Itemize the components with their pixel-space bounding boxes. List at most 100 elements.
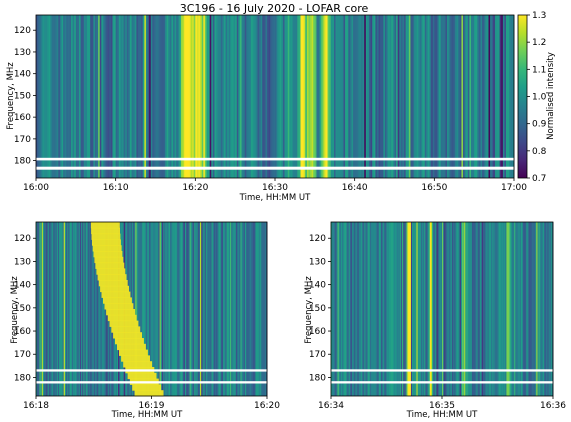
- spectrogram-column: [236, 15, 239, 178]
- spectrogram-column: [134, 15, 137, 178]
- spectrogram-column: [345, 15, 348, 178]
- spectrogram-column: [166, 222, 169, 396]
- spectrogram-column: [319, 15, 322, 178]
- spectrogram-column: [68, 222, 70, 396]
- burst-band-segment: [107, 314, 137, 322]
- spectrogram-column: [392, 15, 395, 178]
- spectrogram-column: [196, 15, 199, 178]
- zoom-1-x-label: Time, HH:MM UT: [111, 410, 183, 420]
- spectrogram-column: [298, 15, 301, 178]
- spectrogram-column: [308, 15, 311, 178]
- spectrogram-column: [418, 15, 421, 178]
- spectrogram-column: [547, 222, 549, 396]
- spectrogram-column: [101, 15, 104, 178]
- spectrogram-column: [470, 15, 473, 178]
- spectrogram-column: [457, 222, 460, 396]
- zoom-2-y-ticks: 120 130 140 150 160 170 180: [309, 234, 331, 383]
- spectrogram-column: [368, 222, 371, 396]
- spectrogram-column: [154, 222, 157, 396]
- spectrogram-column: [505, 222, 507, 396]
- spectrogram-column: [36, 15, 38, 178]
- spectrogram-column: [436, 222, 438, 396]
- spectrogram-column: [545, 222, 547, 396]
- spectrogram-column: [144, 15, 147, 178]
- spectrogram-column: [268, 15, 271, 178]
- y-tick-label: 120: [309, 234, 326, 244]
- spectrogram-column: [473, 222, 475, 396]
- spectrogram-column: [468, 222, 471, 396]
- spectrogram-column: [357, 222, 360, 396]
- x-tick-label: 16:36: [540, 401, 566, 411]
- spectrogram-column: [247, 15, 250, 178]
- spectrogram-column: [415, 15, 418, 178]
- spectrogram-column: [388, 222, 391, 396]
- spectrogram-column: [389, 222, 392, 396]
- spectrogram-column: [263, 15, 266, 178]
- spectrogram-column: [168, 222, 171, 396]
- spectrogram-column: [393, 222, 395, 396]
- spectrogram-column: [138, 222, 141, 396]
- spectrogram-column: [215, 222, 217, 396]
- spectrogram-column: [509, 15, 512, 178]
- spectrogram-column: [180, 222, 182, 396]
- spectrogram-column: [225, 222, 227, 396]
- spectrogram-column: [529, 222, 532, 396]
- spectrogram-column: [463, 222, 465, 396]
- burst-band-segment: [95, 262, 125, 269]
- spectrogram-column: [145, 222, 148, 396]
- spectrogram-column: [213, 222, 216, 396]
- spectrogram-column: [413, 222, 415, 396]
- y-tick-label: 170: [14, 135, 31, 145]
- spectrogram-column: [332, 15, 335, 178]
- burst-band-segment: [90, 222, 120, 229]
- spectrogram-column: [125, 15, 128, 178]
- spectrogram-column: [502, 15, 505, 178]
- spectrogram-column: [513, 222, 515, 396]
- spectrogram-column: [85, 222, 88, 396]
- spectrogram-column: [176, 15, 179, 178]
- spectrogram-column: [335, 15, 338, 178]
- spectrogram-column: [405, 15, 408, 178]
- spectrogram-column: [516, 222, 518, 396]
- spectrogram-column: [139, 222, 142, 396]
- spectrogram-column: [310, 15, 313, 178]
- zoom-2-spectrogram: [331, 222, 554, 396]
- spectrogram-column: [100, 222, 103, 396]
- spectrogram-column: [56, 222, 59, 396]
- y-tick-label: 180: [14, 157, 31, 167]
- spectrogram-column: [539, 222, 542, 396]
- spectrogram-column: [208, 222, 210, 396]
- spectrogram-column: [114, 15, 117, 178]
- spectrogram-column: [409, 222, 412, 396]
- spectrogram-column: [334, 222, 336, 396]
- spectrogram-column: [260, 222, 262, 396]
- spectrogram-column: [499, 15, 502, 178]
- spectrogram-column: [381, 15, 384, 178]
- spectrogram-column: [83, 15, 86, 178]
- y-tick-label: 120: [14, 26, 31, 36]
- spectrogram-column: [133, 15, 136, 178]
- spectrogram-column: [193, 222, 195, 396]
- spectrogram-column: [37, 15, 40, 178]
- spectrogram-column: [169, 222, 172, 396]
- spectrogram-column: [385, 222, 387, 396]
- spectrogram-column: [442, 222, 444, 396]
- spectrogram-column: [464, 222, 466, 396]
- spectrogram-column: [430, 222, 433, 396]
- spectrogram-column: [478, 15, 481, 178]
- spectrogram-column: [321, 15, 324, 178]
- spectrogram-column: [364, 222, 366, 396]
- y-tick-label: 140: [309, 281, 326, 291]
- spectrogram-column: [439, 15, 442, 178]
- y-tick-label: 150: [14, 304, 31, 314]
- spectrogram-column: [253, 222, 255, 396]
- spectrogram-column: [233, 222, 236, 396]
- spectrogram-column: [526, 222, 528, 396]
- spectrogram-column: [198, 15, 201, 178]
- colorbar-ticks: 0.7 0.8 0.9 1.0 1.1 1.2 1.3: [527, 11, 547, 184]
- spectrogram-column: [469, 15, 472, 178]
- spectrogram-column: [506, 15, 509, 178]
- overview-panel: 16:00 16:10 16:20 16:30 16:40 16:50 17:00 1201…: [6, 14, 527, 203]
- colorbar-tick-label: 1.0: [532, 93, 547, 103]
- spectrogram-column: [451, 222, 454, 396]
